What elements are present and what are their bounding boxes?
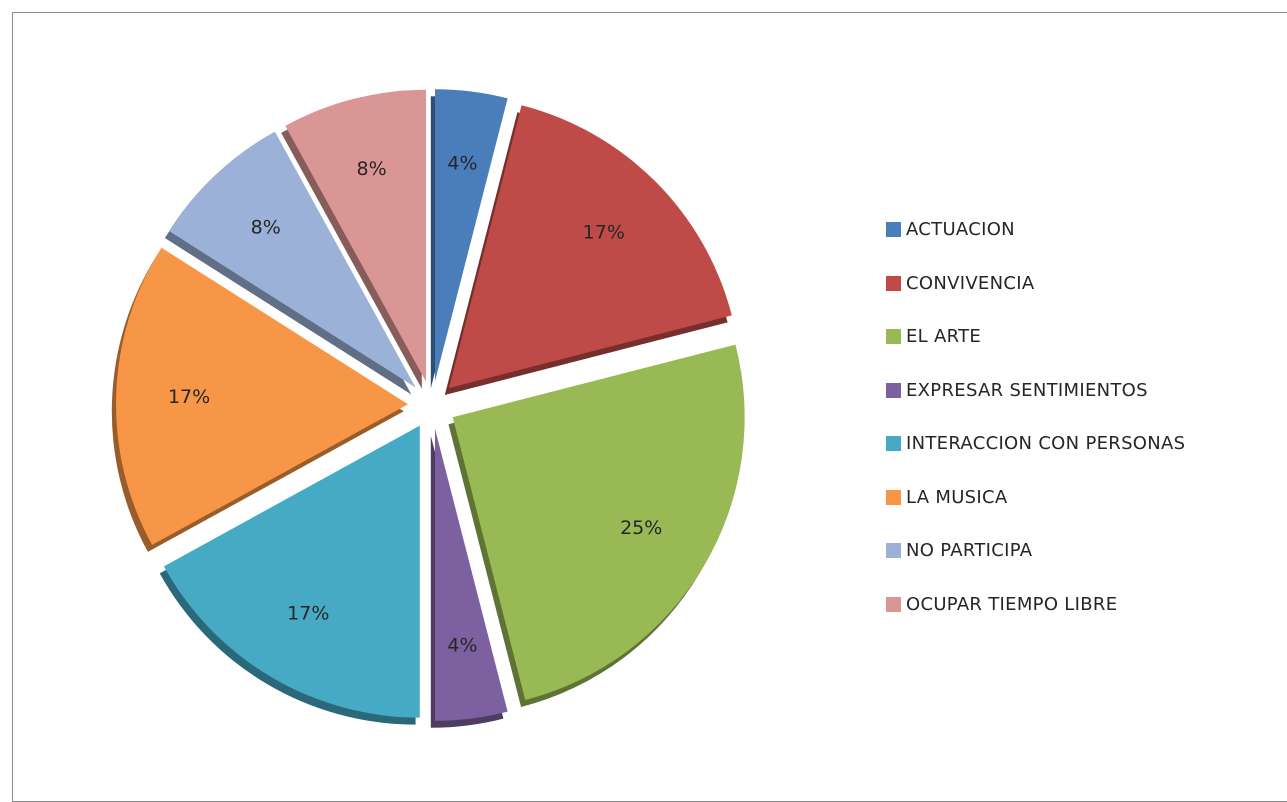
legend-swatch (886, 275, 901, 291)
legend-item: LA MUSICA (886, 471, 1185, 525)
legend-label: LA MUSICA (906, 486, 1008, 508)
legend-swatch (886, 329, 901, 345)
pie-slice (116, 247, 409, 545)
legend-swatch (886, 596, 901, 612)
data-label: 17% (287, 603, 329, 625)
data-label: 17% (583, 222, 625, 244)
legend-item: INTERACCION CON PERSONAS (886, 417, 1185, 471)
data-label: 4% (447, 635, 477, 657)
legend-item: EL ARTE (886, 310, 1185, 364)
legend-item: OCUPAR TIEMPO LIBRE (886, 578, 1185, 632)
legend-label: INTERACCION CON PERSONAS (906, 433, 1186, 455)
legend-swatch (886, 489, 901, 505)
legend-item: CONVIVENCIA (886, 257, 1185, 311)
data-label: 25% (620, 517, 662, 539)
legend-swatch (886, 222, 901, 238)
data-label: 8% (251, 216, 281, 238)
legend-item: NO PARTICIPA (886, 524, 1185, 578)
legend-label: CONVIVENCIA (906, 272, 1035, 294)
legend-item: EXPRESAR SENTIMIENTOS (886, 364, 1185, 418)
legend-label: NO PARTICIPA (906, 540, 1033, 562)
pie-slice (169, 131, 416, 388)
legend: ACTUACION CONVIVENCIA EL ARTE EXPRESAR S… (886, 203, 1185, 631)
slice-face-layer (116, 89, 745, 721)
legend-swatch (886, 436, 901, 452)
pie-slice (435, 89, 508, 382)
data-label: 17% (168, 386, 210, 408)
pie-slice (452, 344, 745, 701)
data-label-layer: 4% 17% 25% 4% 17% 17% 8% 8% (168, 152, 662, 656)
legend-swatch (886, 543, 901, 559)
pie-slice (163, 425, 420, 718)
legend-label: EXPRESAR SENTIMIENTOS (906, 379, 1148, 401)
data-label: 8% (357, 158, 387, 180)
pie-slice (448, 105, 732, 389)
legend-swatch (886, 382, 901, 398)
pie-slice (285, 89, 427, 382)
legend-label: OCUPAR TIEMPO LIBRE (906, 593, 1118, 615)
data-label: 4% (447, 152, 477, 174)
legend-item: ACTUACION (886, 203, 1185, 257)
legend-label: EL ARTE (906, 326, 982, 348)
pie-slice (435, 428, 508, 721)
legend-label: ACTUACION (906, 219, 1015, 241)
